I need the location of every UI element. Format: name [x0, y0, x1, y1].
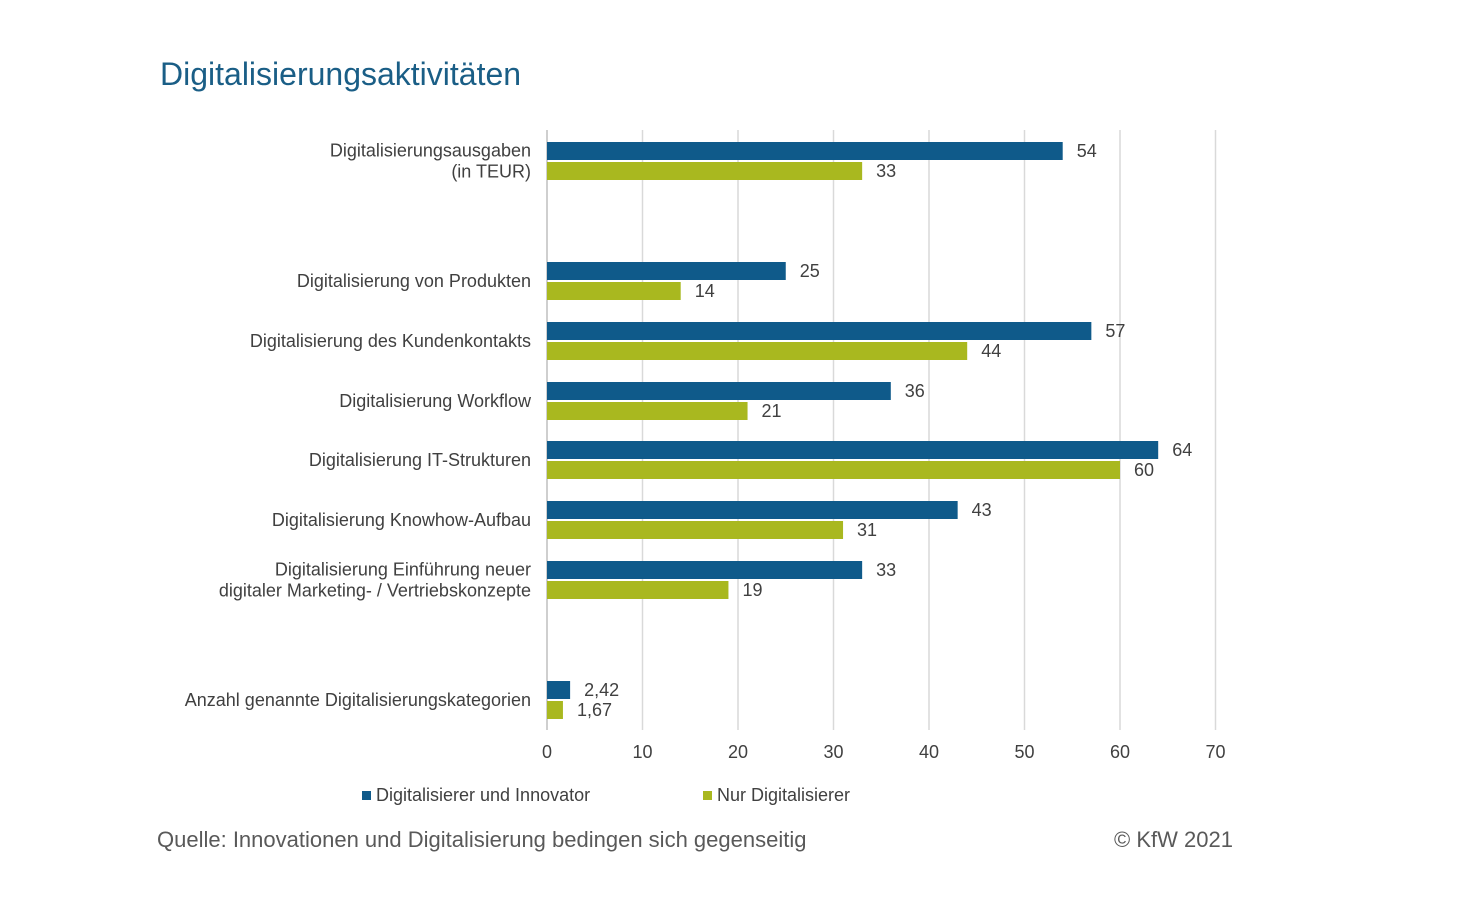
category-label: digitaler Marketing- / Vertriebskonzepte: [219, 581, 531, 601]
bar-nur-digitalisierer: [547, 342, 968, 360]
data-label: 31: [857, 520, 877, 540]
category-label: Digitalisierung Knowhow-Aufbau: [272, 510, 531, 530]
data-label: 14: [695, 281, 715, 301]
bar-digitalisierer-innovator: [547, 262, 786, 280]
data-label: 33: [876, 560, 896, 580]
x-tick-label: 50: [1014, 742, 1034, 762]
legend-swatch: [362, 791, 371, 800]
data-label: 36: [905, 381, 925, 401]
copyright-note: © KfW 2021: [1114, 827, 1233, 852]
bar-digitalisierer-innovator: [547, 681, 571, 699]
data-label: 60: [1134, 460, 1154, 480]
x-tick-label: 20: [728, 742, 748, 762]
data-label: 1,67: [577, 700, 612, 720]
bar-nur-digitalisierer: [547, 581, 729, 599]
chart-title: Digitalisierungsaktivitäten: [160, 56, 522, 92]
x-tick-label: 70: [1205, 742, 1225, 762]
category-label: Digitalisierung Workflow: [339, 391, 532, 411]
category-label: Digitalisierung IT-Strukturen: [309, 450, 531, 470]
bar-nur-digitalisierer: [547, 461, 1120, 479]
legend-label: Nur Digitalisierer: [717, 785, 851, 805]
category-label: Digitalisierung Einführung neuer: [275, 560, 531, 580]
bar-digitalisierer-innovator: [547, 441, 1159, 459]
legend-label: Digitalisierer und Innovator: [376, 785, 591, 805]
bar-nur-digitalisierer: [547, 701, 563, 719]
data-label: 43: [972, 500, 992, 520]
data-label: 57: [1105, 321, 1125, 341]
x-tick-label: 60: [1110, 742, 1130, 762]
category-label: Anzahl genannte Digitalisierungskategori…: [185, 690, 531, 710]
bar-digitalisierer-innovator: [547, 142, 1063, 160]
bar-digitalisierer-innovator: [547, 322, 1092, 340]
bar-digitalisierer-innovator: [547, 501, 958, 519]
data-label: 2,42: [584, 680, 619, 700]
category-label: (in TEUR): [451, 162, 531, 182]
x-tick-label: 30: [823, 742, 843, 762]
category-label: Digitalisierung von Produkten: [297, 271, 531, 291]
category-label: Digitalisierung des Kundenkontakts: [250, 331, 531, 351]
data-label: 21: [762, 401, 782, 421]
bar-nur-digitalisierer: [547, 521, 844, 539]
legend: Digitalisierer und Innovator Nur Digitali…: [0, 785, 1475, 809]
data-label: 44: [981, 341, 1001, 361]
category-label: Digitalisierungsausgaben: [330, 141, 531, 161]
bar-nur-digitalisierer: [547, 162, 863, 180]
bar-nur-digitalisierer: [547, 282, 681, 300]
x-tick-label: 10: [632, 742, 652, 762]
bar-chart: 0 10 20 30 40 50 60 70 Digitalisierungsausgaben(…: [185, 130, 1226, 762]
legend-swatch: [703, 791, 712, 800]
x-tick-label: 0: [542, 742, 552, 762]
data-label: 19: [742, 580, 762, 600]
source-note: Quelle: Innovationen und Digitalisierung…: [157, 827, 807, 852]
x-tick-label: 40: [919, 742, 939, 762]
data-label: 54: [1077, 141, 1097, 161]
legend-item: Digitalisierer und Innovator: [362, 785, 590, 806]
legend-item: Nur Digitalisierer: [703, 785, 850, 806]
data-label: 25: [800, 261, 820, 281]
bar-digitalisierer-innovator: [547, 561, 863, 579]
data-label: 33: [876, 161, 896, 181]
data-label: 64: [1172, 440, 1192, 460]
bar-nur-digitalisierer: [547, 402, 748, 420]
bar-digitalisierer-innovator: [547, 382, 891, 400]
